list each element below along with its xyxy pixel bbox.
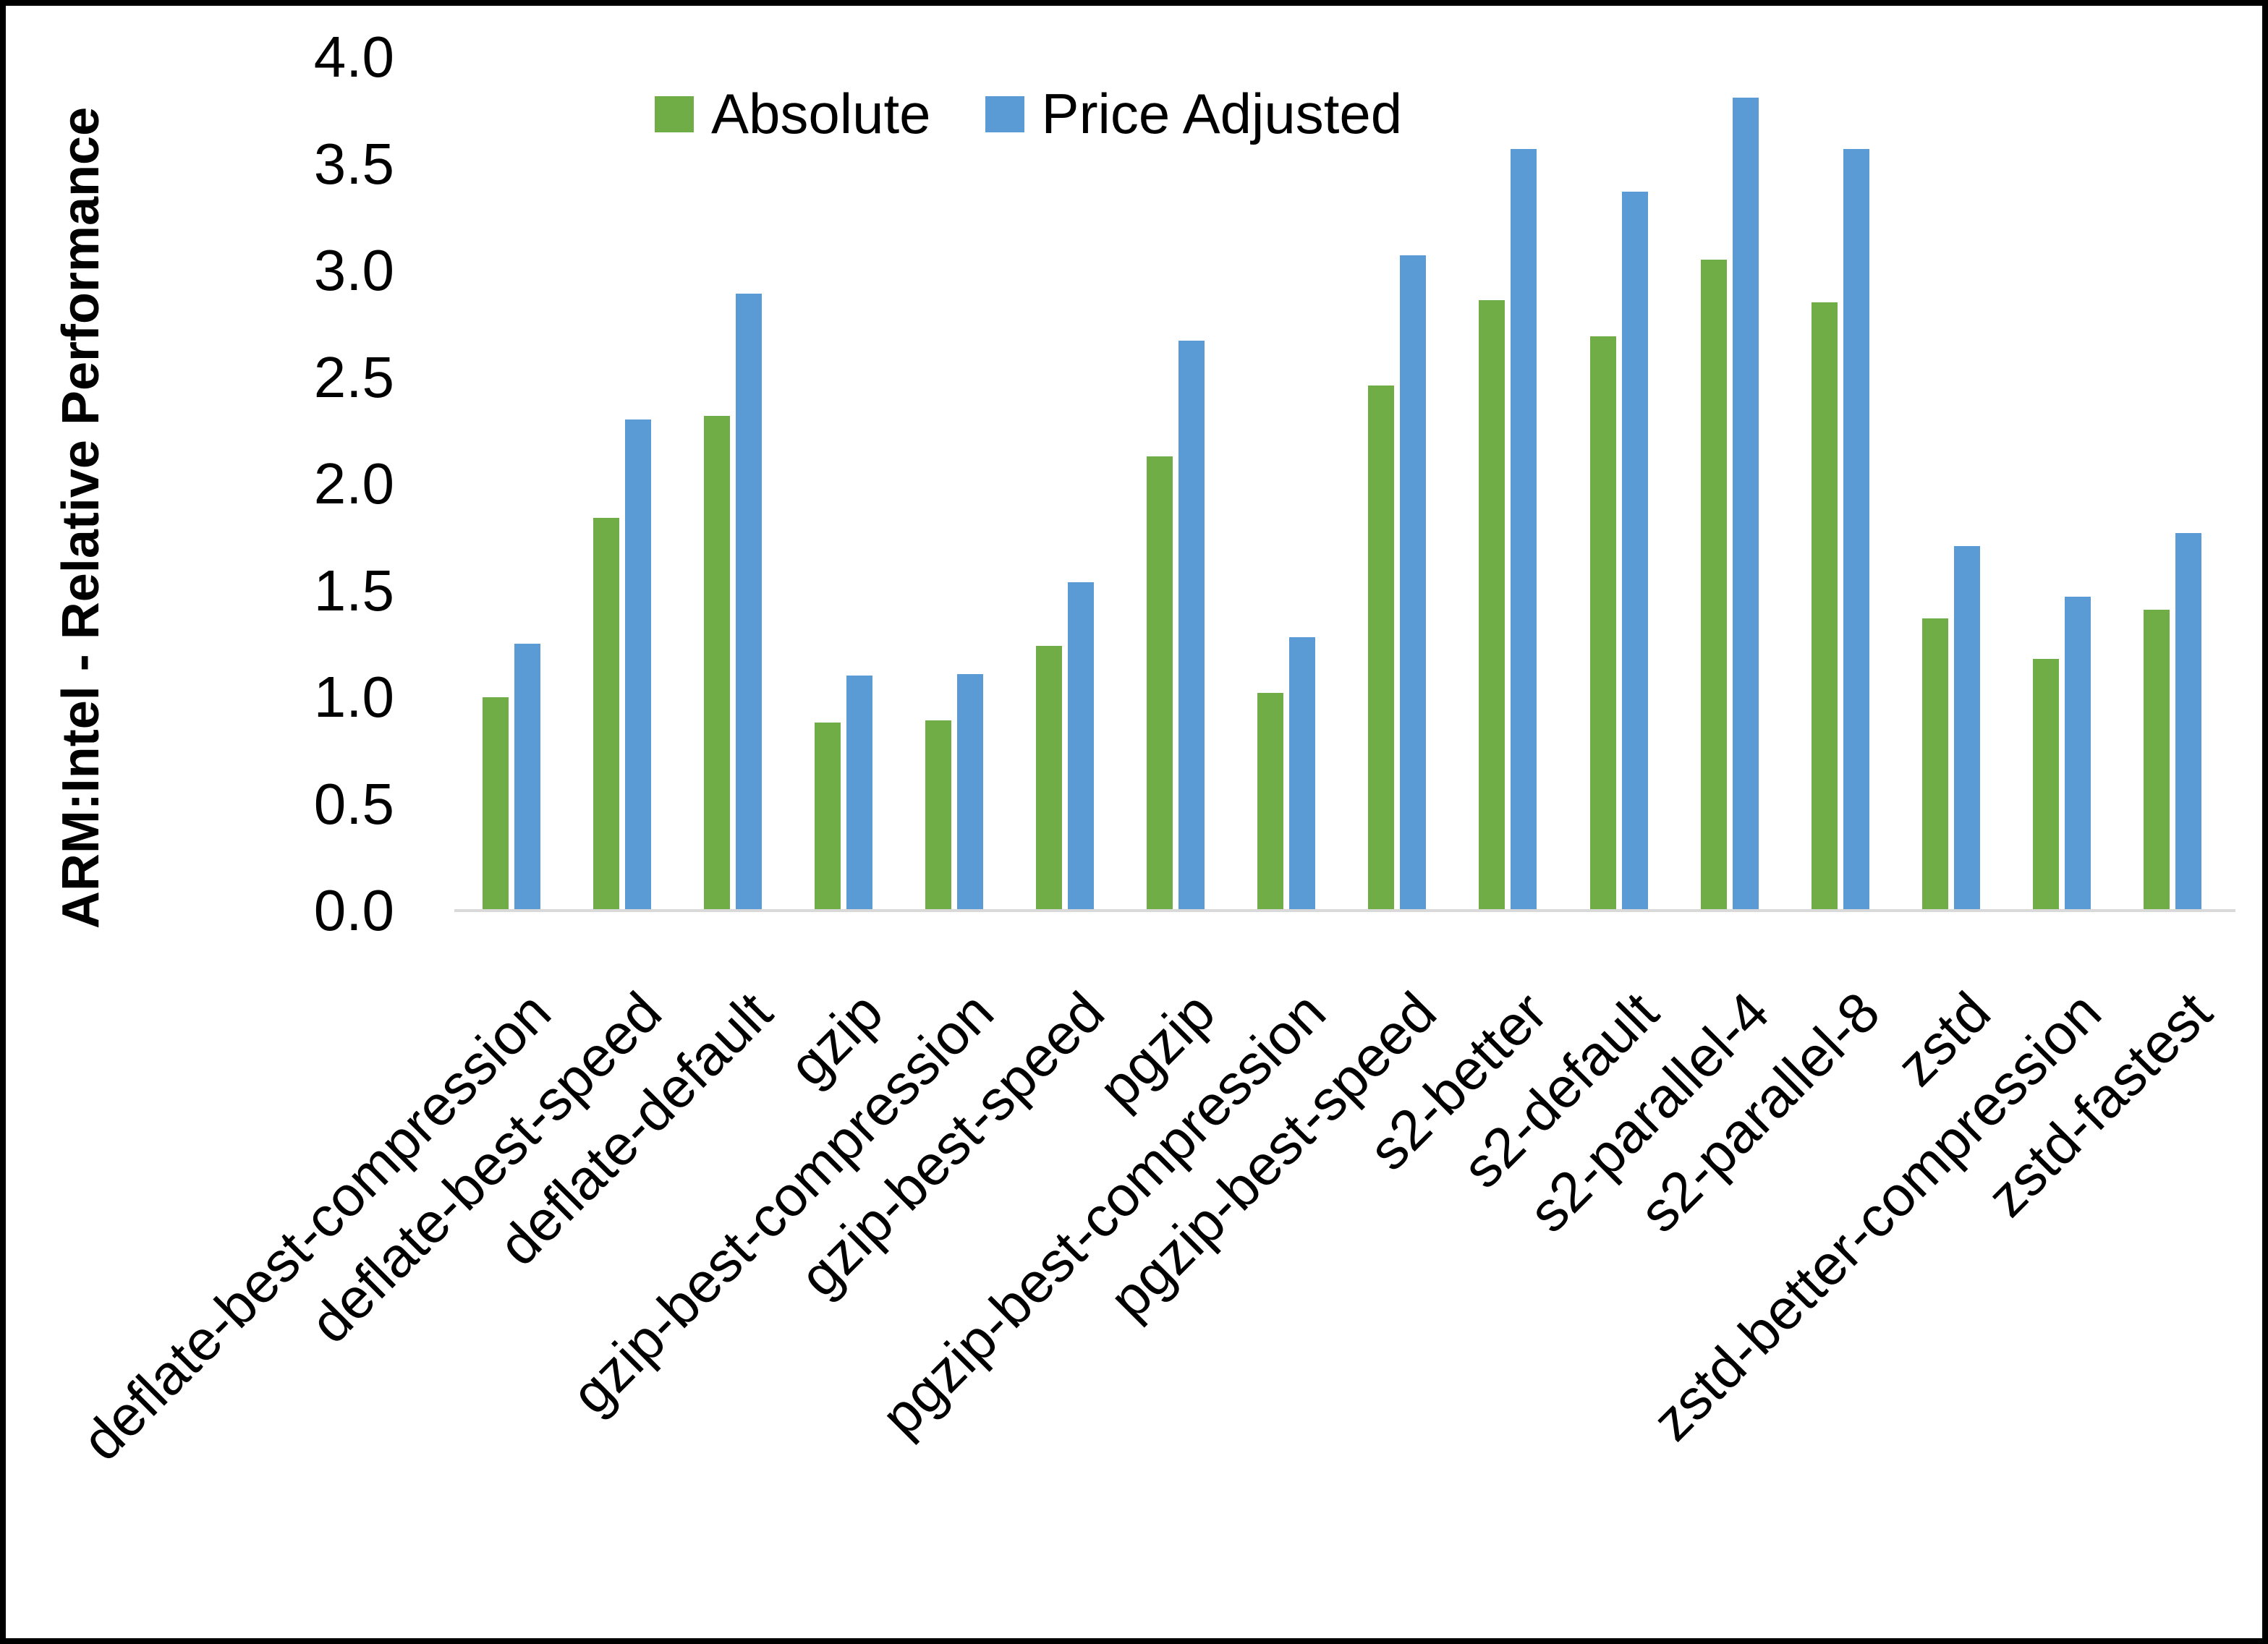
bar-price-adjusted-zstd-better-compression: [2065, 597, 2091, 911]
bar-price-adjusted-gzip: [846, 676, 872, 911]
legend-item-absolute: Absolute: [655, 81, 931, 147]
bar-absolute-gzip-best-speed: [1036, 646, 1062, 911]
y-tick-label-3.0: 3.0: [313, 238, 394, 302]
bar-price-adjusted-deflate-default: [736, 294, 762, 911]
bar-absolute-deflate-best-speed: [593, 518, 619, 911]
y-tick-label-0.0: 0.0: [313, 878, 394, 942]
bar-price-adjusted-pgzip: [1178, 341, 1205, 911]
bar-absolute-pgzip-best-compression: [1257, 693, 1283, 911]
bar-absolute-s2-parallel-4: [1701, 260, 1727, 911]
bar-absolute-s2-better: [1479, 300, 1505, 911]
legend-item-price-adjusted: Price Adjusted: [985, 81, 1403, 147]
legend-label-price-adjusted: Price Adjusted: [1041, 82, 1403, 145]
bar-absolute-deflate-best-compression: [483, 697, 509, 911]
chart-legend: Absolute Price Adjusted: [655, 81, 1402, 147]
y-tick-label-0.5: 0.5: [313, 771, 394, 836]
bar-price-adjusted-pgzip-best-compression: [1289, 637, 1315, 911]
y-tick-label-1.0: 1.0: [313, 665, 394, 729]
bar-absolute-s2-default: [1590, 336, 1616, 911]
bar-price-adjusted-deflate-best-compression: [514, 644, 540, 911]
bar-price-adjusted-s2-default: [1622, 192, 1648, 911]
bar-price-adjusted-s2-parallel-8: [1843, 149, 1869, 911]
bar-absolute-pgzip: [1147, 456, 1173, 911]
bar-price-adjusted-zstd-fastest: [2175, 533, 2201, 911]
legend-swatch-price-adjusted: [985, 95, 1024, 132]
x-axis-line: [454, 909, 2235, 912]
bar-absolute-gzip: [815, 723, 841, 911]
y-tick-label-4.0: 4.0: [313, 25, 394, 89]
bar-price-adjusted-zstd: [1954, 546, 1980, 911]
bar-absolute-pgzip-best-speed: [1368, 386, 1394, 911]
bar-price-adjusted-s2-parallel-4: [1733, 98, 1759, 911]
bar-absolute-zstd: [1922, 618, 1948, 911]
bar-absolute-gzip-best-compression: [925, 720, 951, 911]
legend-label-absolute: Absolute: [711, 82, 931, 145]
bar-price-adjusted-gzip-best-speed: [1068, 582, 1094, 911]
bar-absolute-deflate-default: [704, 416, 730, 911]
x-category-label-deflate-best-compression: deflate-best-compression: [69, 979, 563, 1473]
bar-absolute-s2-parallel-8: [1812, 302, 1838, 911]
y-tick-label-1.5: 1.5: [313, 558, 394, 623]
bar-absolute-zstd-better-compression: [2033, 659, 2059, 911]
bar-price-adjusted-gzip-best-compression: [957, 674, 983, 911]
y-tick-label-2.0: 2.0: [313, 451, 394, 516]
bar-price-adjusted-pgzip-best-speed: [1400, 255, 1426, 911]
y-tick-label-2.5: 2.5: [313, 344, 394, 409]
bar-absolute-zstd-fastest: [2144, 610, 2170, 911]
legend-swatch-absolute: [655, 95, 694, 132]
bar-price-adjusted-s2-better: [1511, 149, 1537, 911]
y-tick-label-3.5: 3.5: [313, 131, 394, 196]
bar-price-adjusted-deflate-best-speed: [625, 419, 651, 911]
